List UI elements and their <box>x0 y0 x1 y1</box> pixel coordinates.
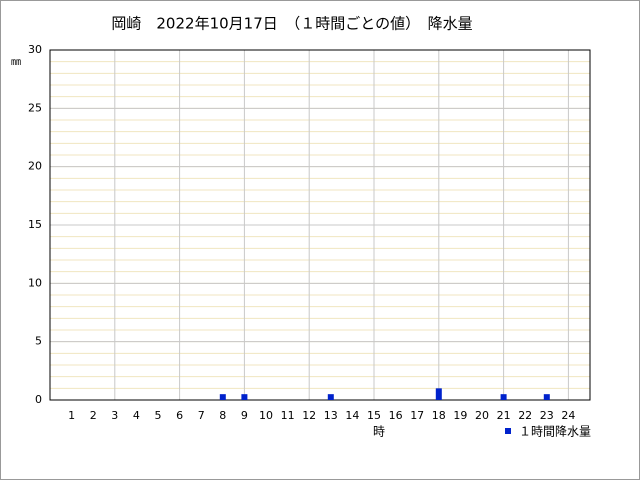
y-tick-label: 25 <box>28 101 42 114</box>
x-tick-label: 8 <box>219 409 226 422</box>
x-tick-label: 6 <box>176 409 183 422</box>
plot-border <box>49 49 591 401</box>
bar <box>543 394 550 400</box>
x-tick-label: 10 <box>259 409 273 422</box>
x-tick-label: 11 <box>281 409 295 422</box>
y-tick-label: 5 <box>35 335 42 348</box>
x-axis-label: 時 <box>373 425 385 439</box>
x-tick-label: 12 <box>302 409 316 422</box>
x-tick-label: 15 <box>367 409 381 422</box>
bar <box>327 394 334 400</box>
x-tick-label: 9 <box>241 409 248 422</box>
y-axis-label: ㎜ <box>11 57 21 68</box>
y-tick-label: 20 <box>28 160 42 173</box>
y-tick-label: 30 <box>28 43 42 56</box>
x-tick-label: 18 <box>432 409 446 422</box>
x-tick-label: 3 <box>111 409 118 422</box>
x-tick-label: 16 <box>389 409 403 422</box>
legend-label: １時間降水量 <box>519 425 591 439</box>
x-tick-label: 22 <box>518 409 532 422</box>
bar <box>219 394 226 400</box>
x-tick-label: 7 <box>198 409 205 422</box>
x-tick-label: 17 <box>410 409 424 422</box>
bar <box>241 394 248 400</box>
x-tick-label: 21 <box>497 409 511 422</box>
y-tick-label: 0 <box>35 393 42 406</box>
x-tick-label: 20 <box>475 409 489 422</box>
x-tick-label: 1 <box>68 409 75 422</box>
x-tick-label: 14 <box>345 409 359 422</box>
legend-swatch <box>505 428 511 434</box>
x-tick-label: 5 <box>155 409 162 422</box>
bar <box>500 394 507 400</box>
chart-title: 岡崎 2022年10月17日 （１時間ごとの値） 降水量 <box>111 15 472 33</box>
x-tick-label: 2 <box>90 409 97 422</box>
x-tick-label: 13 <box>324 409 338 422</box>
y-tick-label: 15 <box>28 218 42 231</box>
x-tick-label: 24 <box>561 409 575 422</box>
x-tick-label: 19 <box>453 409 467 422</box>
bar <box>435 388 442 400</box>
y-tick-label: 10 <box>28 276 42 289</box>
x-tick-label: 4 <box>133 409 140 422</box>
x-tick-label: 23 <box>540 409 554 422</box>
